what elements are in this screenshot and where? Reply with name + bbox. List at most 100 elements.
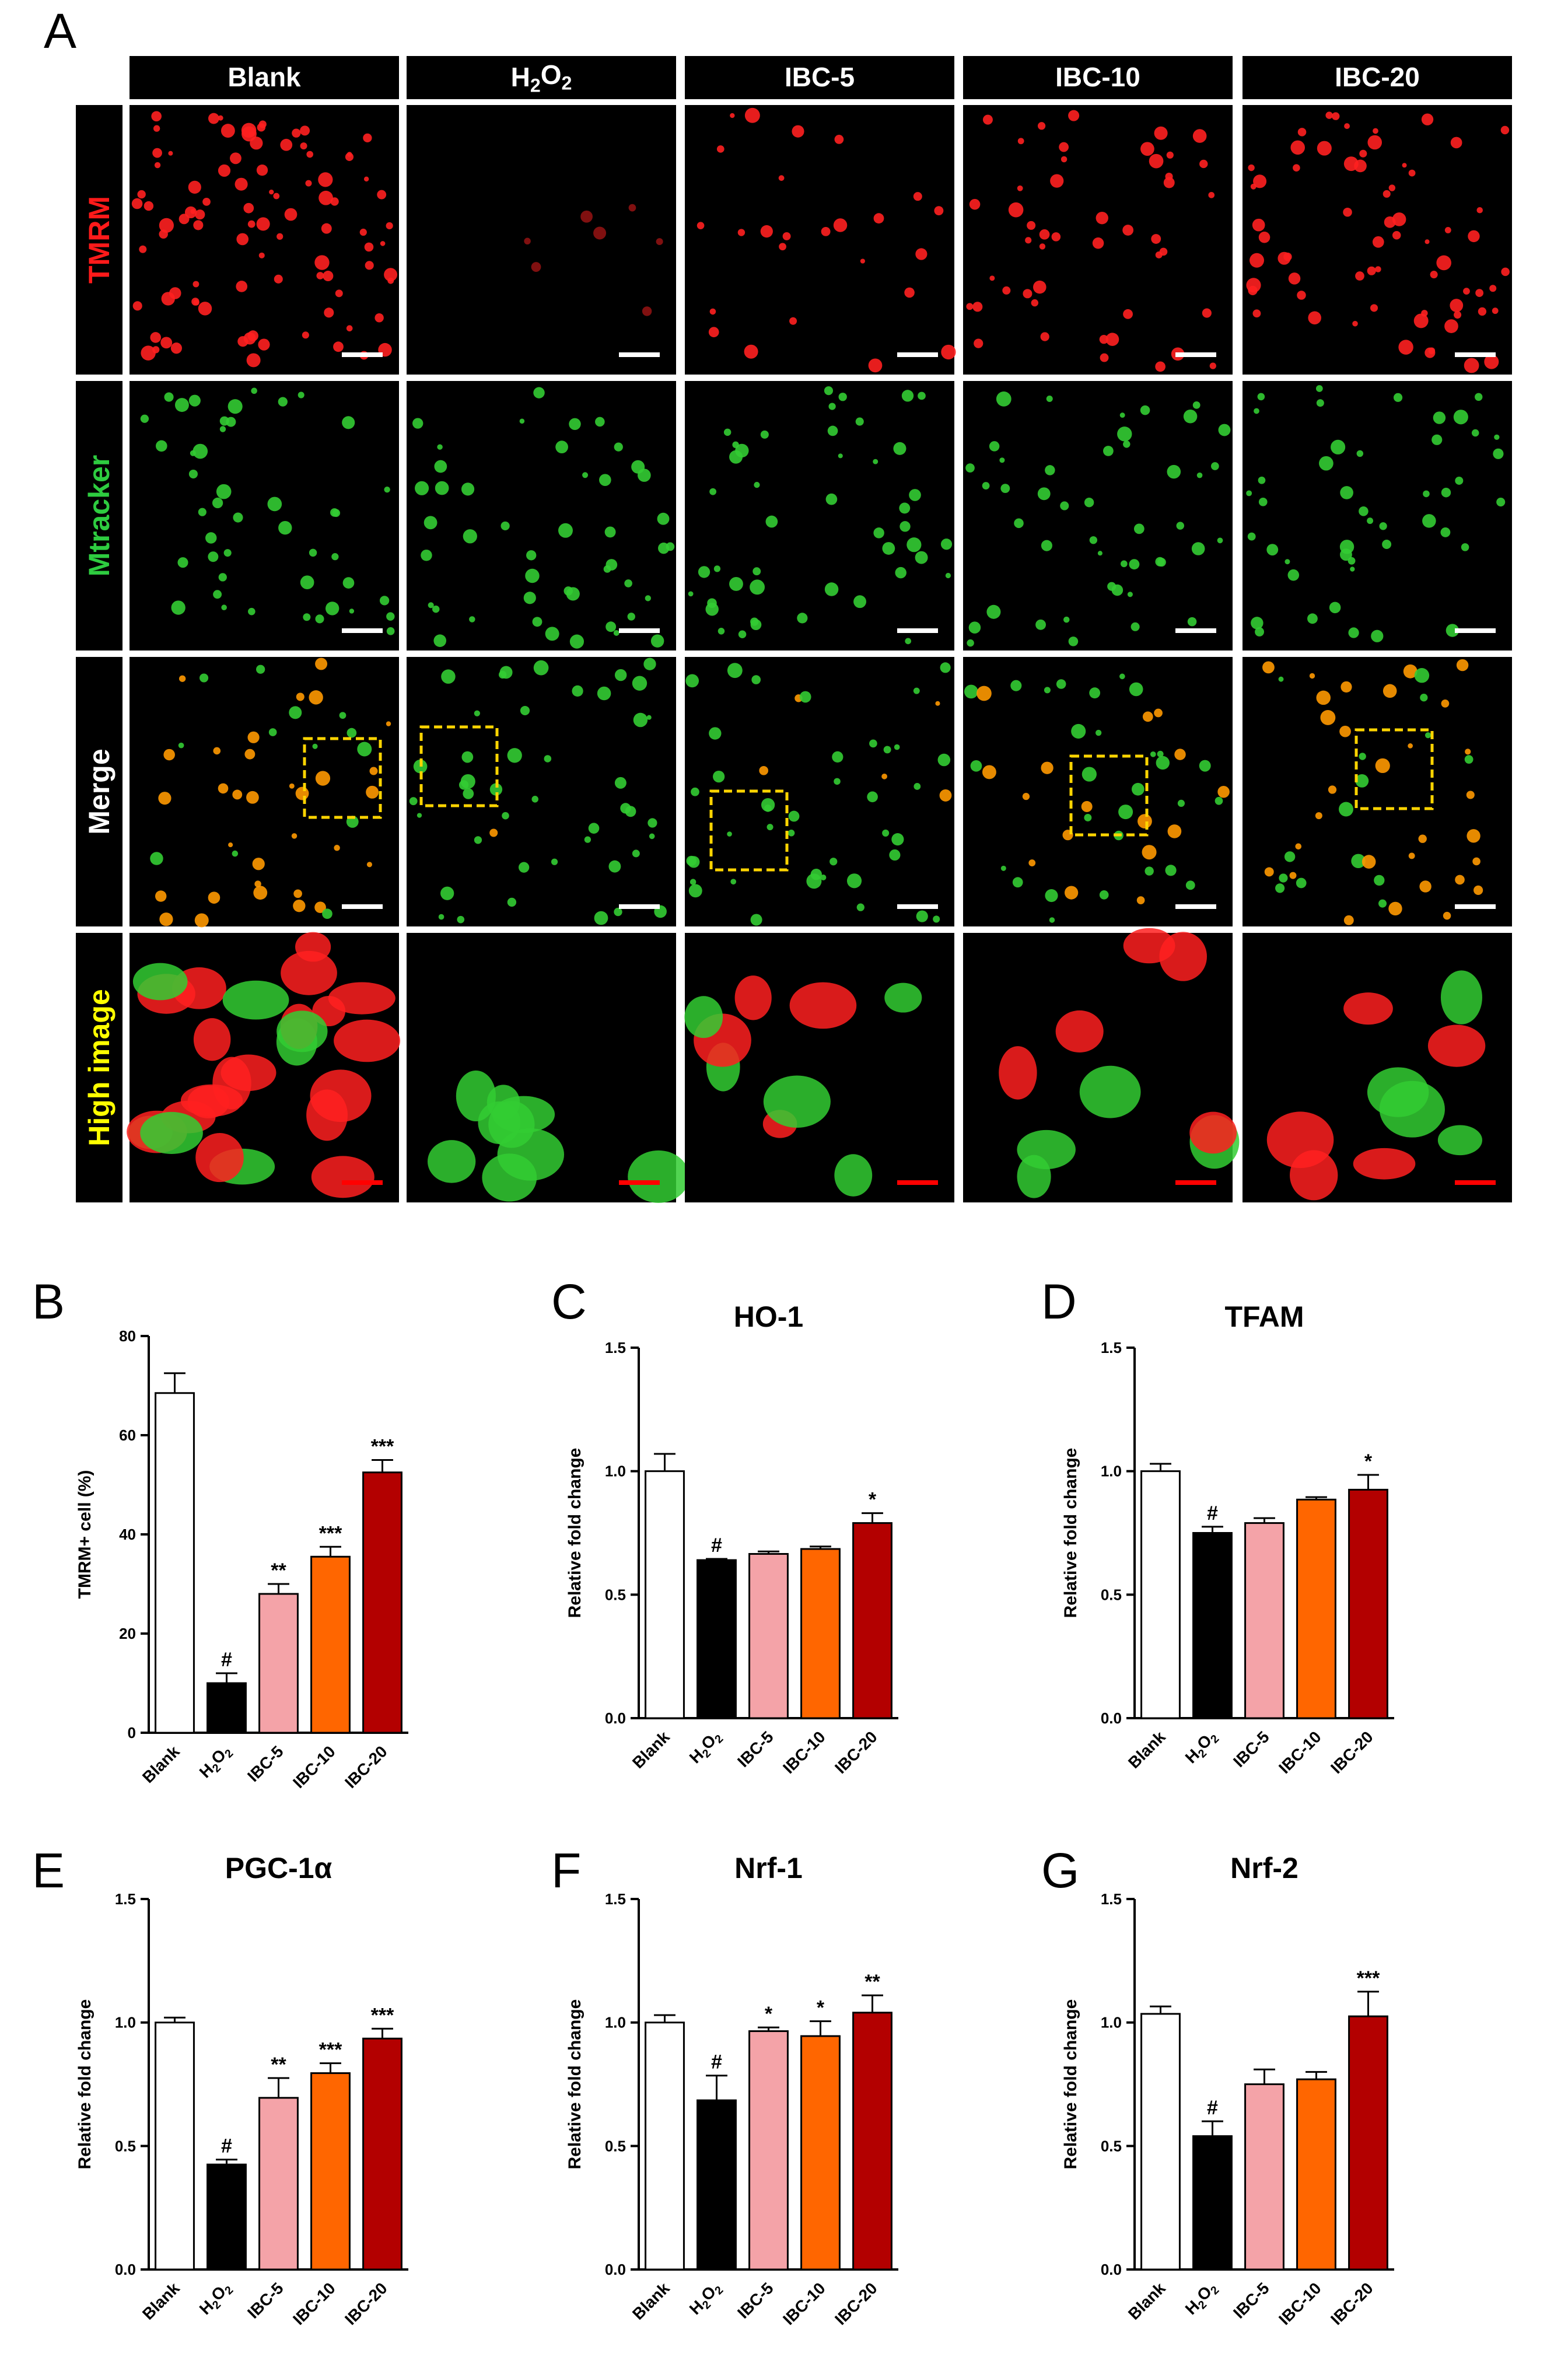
cell [1248,164,1255,172]
cell [441,669,456,684]
column-header-ibc-5 [685,56,954,99]
cell [1250,183,1256,190]
bar-ibc-5 [258,1593,299,1734]
cell-blobs-tmrm-ibc-5 [696,107,956,373]
cell [1214,796,1223,805]
cell [882,542,895,555]
cell [1123,440,1130,448]
cell [599,474,611,486]
cell [1084,813,1092,821]
cell [1111,584,1124,596]
cell [300,575,314,590]
cell [604,526,616,538]
cell [869,739,877,748]
x-tick-label-ibc-10: IBC-10 [1275,2279,1325,2328]
cell [1288,272,1301,285]
cell [1355,774,1369,788]
cell [698,566,710,578]
cell [750,619,762,631]
cell [274,274,283,284]
cell [421,550,432,561]
cell [1343,156,1359,172]
y-tick-label: 1.0 [605,1463,626,1480]
scale-bar [1175,1180,1216,1185]
cell [846,873,862,889]
cell [1436,255,1451,271]
cell [1471,429,1479,437]
cell [298,391,304,398]
cell [1055,1010,1104,1052]
cell [1340,486,1353,499]
chart-c: C HO-1 0.0 0.5 1.0 1.5 Relative fold change Bla… [551,1274,898,1777]
cell [489,783,503,796]
cell [778,175,785,181]
cell [1159,932,1207,981]
cell [160,337,173,349]
cell [1044,687,1051,694]
cell [365,261,374,270]
cell [1392,230,1401,240]
cell [339,712,346,719]
cell [989,441,1000,452]
cell [965,463,975,473]
cell [1040,332,1049,341]
cell [1289,872,1297,879]
chart-title: TFAM [1224,1300,1304,1333]
cell [236,233,249,246]
cell [386,612,395,621]
cell [256,665,265,674]
cell [526,550,537,561]
cell [760,225,773,238]
cell [754,481,760,488]
significance-mark: ** [271,1559,286,1582]
cell [1316,690,1331,705]
bar-blank [155,2022,195,2271]
cell [1154,126,1168,140]
cell [832,751,844,763]
cell [228,842,233,848]
y-tick-label: 1.0 [115,2014,136,2031]
cell [1144,866,1154,876]
cell [945,572,951,579]
cell [827,425,838,436]
x-tick-label-h2o2: H2O2 [685,2278,727,2320]
chart-title: HO-1 [734,1300,803,1333]
cell [1254,408,1259,414]
cell [1424,239,1430,244]
cell [170,342,182,354]
cell [705,603,719,616]
cell [873,459,878,464]
cell [258,252,265,258]
cell [614,669,627,681]
cell [1183,410,1198,424]
cell [293,889,302,898]
bar-h2o2 [206,1682,247,1734]
cell [642,306,652,316]
cell [1359,506,1368,516]
cell [838,393,847,401]
cell [357,742,372,757]
bar-ibc-20 [852,1522,892,1719]
cell [1185,880,1195,890]
cell [904,287,915,298]
cell [730,113,735,118]
cell [1045,465,1055,475]
cell [1022,792,1030,800]
cell [1476,207,1483,214]
significance-mark: # [1207,1502,1218,1524]
cell [1209,362,1216,369]
scale-bar [342,904,383,909]
cell [1136,896,1145,904]
cell [507,748,522,763]
cell [457,915,465,924]
cell [824,582,839,596]
cell [625,806,636,817]
cell [1099,335,1109,344]
cell [972,302,983,312]
cell [1155,557,1165,566]
significance-mark: *** [319,2039,342,2061]
cell [883,746,891,754]
cell [882,829,890,837]
cell [1210,462,1219,470]
